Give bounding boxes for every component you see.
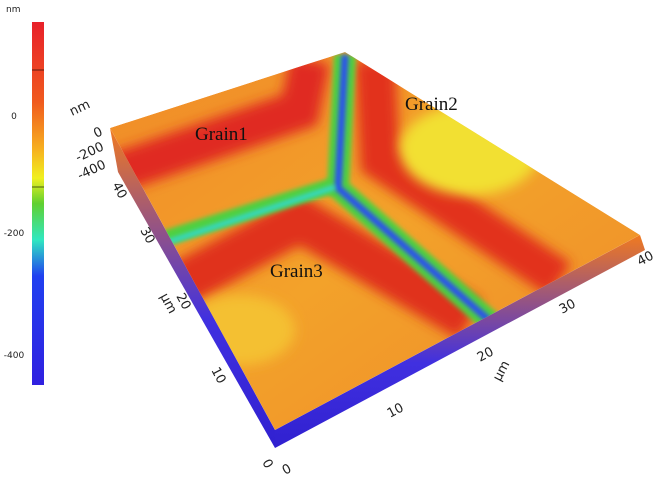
grain-label: Grain1: [195, 124, 248, 145]
y-tick-label: 10: [207, 365, 228, 387]
y-axis-unit: μm: [156, 291, 179, 317]
x-tick-label: 0: [280, 461, 294, 478]
colorbar-tick: 0: [11, 112, 17, 122]
afm-figure: nm 0 -200 -400 Grain1 Grain2 Grain3 nm 0…: [0, 0, 664, 481]
x-tick-label: 30: [557, 297, 579, 318]
grain-label: Grain3: [270, 261, 323, 282]
surface: [110, 52, 640, 430]
colorbar-unit: nm: [6, 5, 20, 15]
colorbar-tick: -400: [4, 351, 25, 361]
x-tick-label: 20: [475, 345, 497, 366]
z-axis-unit: nm: [67, 97, 92, 119]
y-tick-label: 0: [258, 457, 275, 471]
x-tick-label: 10: [385, 401, 407, 422]
colorbar-tick: -200: [4, 229, 25, 239]
grain-label: Grain2: [405, 94, 458, 115]
x-axis-unit: μm: [490, 358, 513, 384]
z-tick-label: 0: [91, 125, 105, 142]
colorbar: [32, 22, 44, 385]
